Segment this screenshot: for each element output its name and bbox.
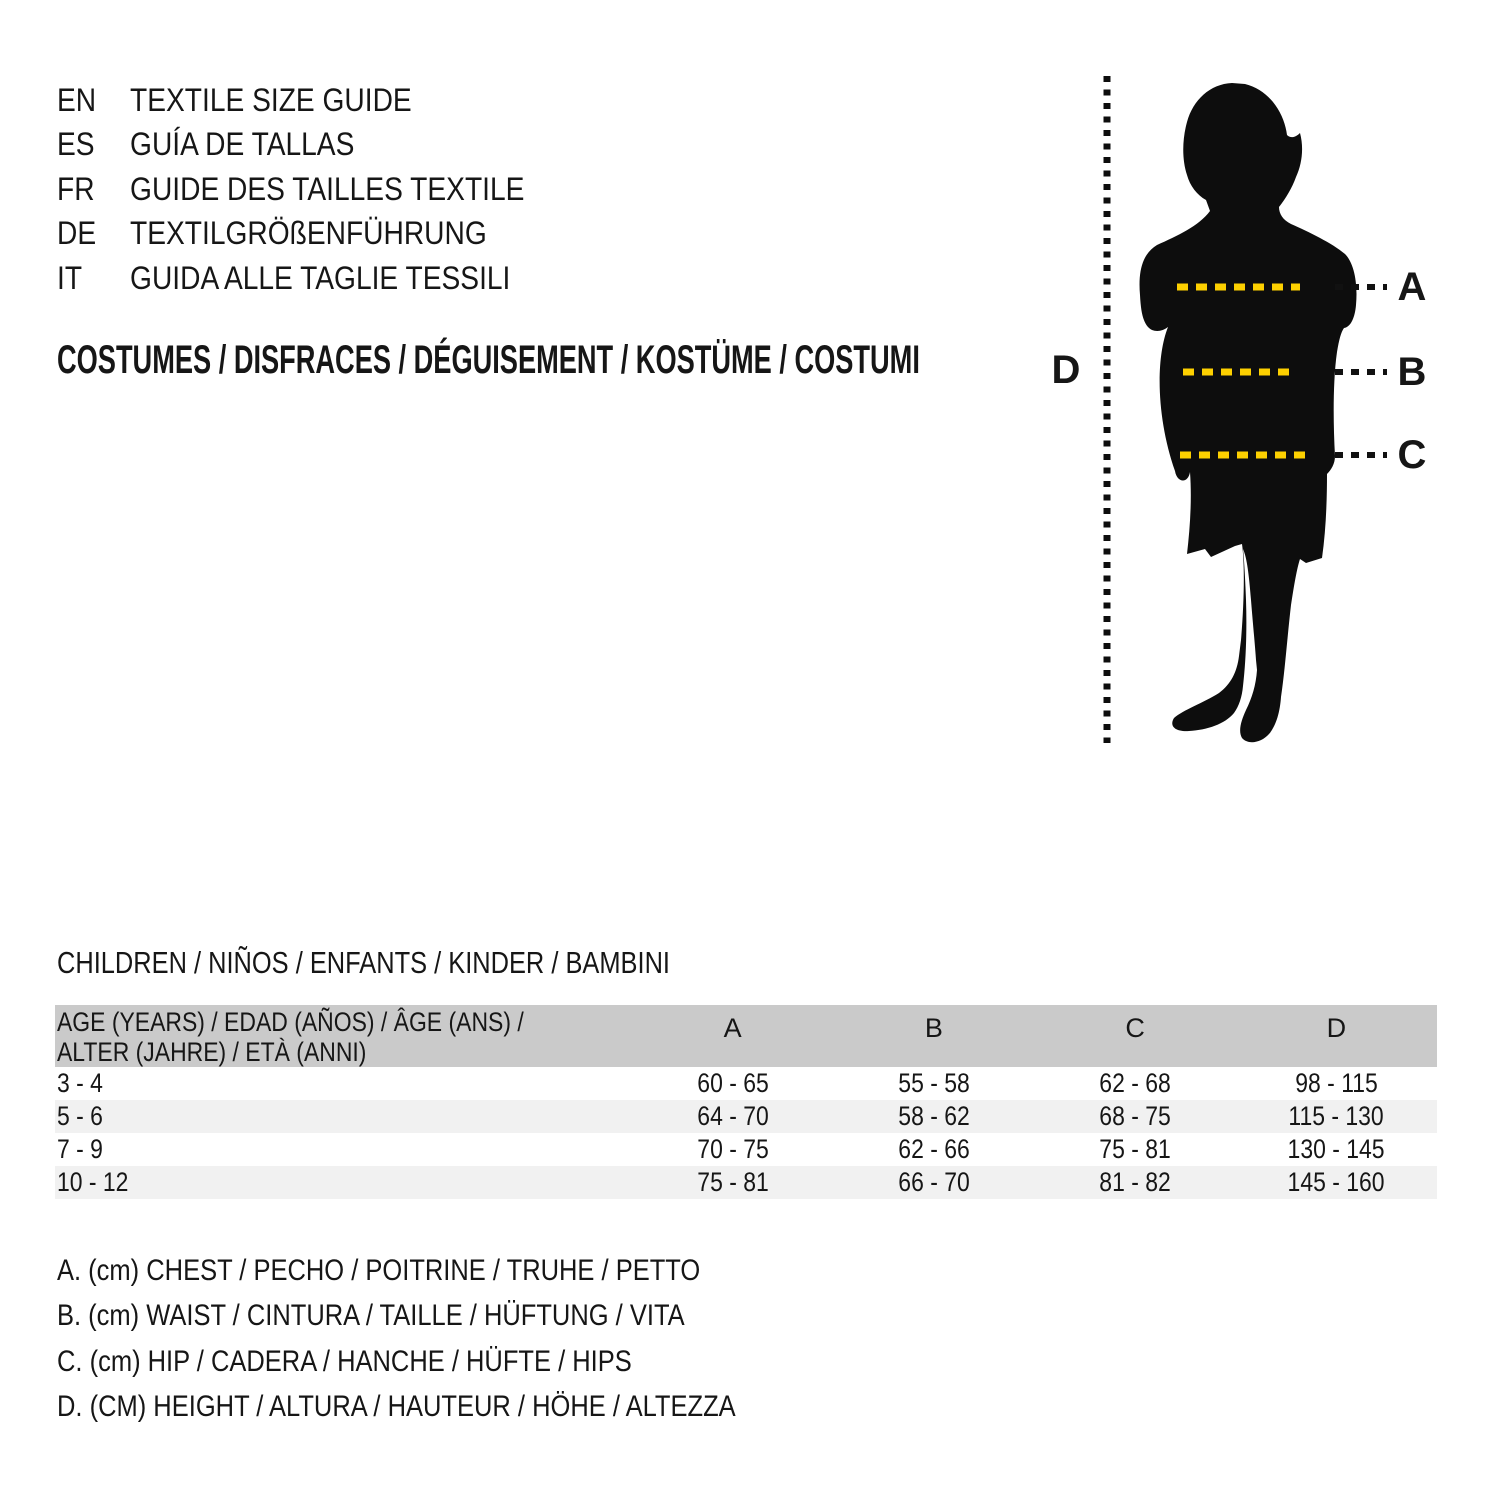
legend-hip: C. (cm) HIP / CADERA / HANCHE / HÜFTE / … — [57, 1344, 632, 1378]
language-title: TEXTILGRÖßENFÜHRUNG — [130, 215, 487, 252]
hip-label: C — [1397, 433, 1427, 477]
language-title: GUIDE DES TAILLES TEXTILE — [130, 170, 525, 207]
height-cell: 130 - 145 — [1287, 1134, 1385, 1164]
column-header-a: A — [723, 1013, 742, 1043]
hip-cell: 62 - 68 — [1099, 1068, 1171, 1098]
language-code: FR — [57, 170, 95, 207]
age-cell: 10 - 12 — [57, 1167, 129, 1197]
age-column-header: AGE (YEARS) / EDAD (AÑOS) / ÂGE (ANS) / … — [55, 1005, 632, 1067]
height-cell: 98 - 115 — [1295, 1068, 1378, 1098]
children-section-title: CHILDREN / NIÑOS / ENFANTS / KINDER / BA… — [57, 945, 671, 980]
age-cell: 7 - 9 — [57, 1134, 103, 1164]
language-row-fr: FR GUIDE DES TAILLES TEXTILE — [57, 167, 524, 212]
waist-cell: 62 - 66 — [898, 1134, 970, 1164]
hip-cell: 75 - 81 — [1099, 1134, 1171, 1164]
hip-cell: 81 - 82 — [1099, 1167, 1171, 1197]
height-label: D — [1051, 348, 1081, 392]
age-cell: 5 - 6 — [57, 1101, 103, 1131]
language-code: ES — [57, 126, 95, 163]
column-header-c: C — [1125, 1013, 1145, 1043]
chest-cell: 70 - 75 — [696, 1134, 769, 1164]
measurement-figure — [1103, 76, 1387, 743]
size-table: AGE (YEARS) / EDAD (AÑOS) / ÂGE (ANS) / … — [55, 1005, 1437, 1199]
language-list: EN TEXTILE SIZE GUIDE ES GUÍA DE TALLAS … — [57, 78, 524, 301]
category-title: COSTUMES / DISFRACES / DÉGUISEMENT / KOS… — [57, 338, 920, 382]
language-code: DE — [57, 215, 97, 252]
hip-cell: 68 - 75 — [1099, 1101, 1171, 1131]
language-title: GUIDA ALLE TAGLIE TESSILI — [130, 259, 511, 296]
language-code: EN — [57, 81, 97, 118]
legend-waist: B. (cm) WAIST / CINTURA / TAILLE / HÜFTU… — [57, 1299, 685, 1333]
language-title: TEXTILE SIZE GUIDE — [130, 81, 412, 118]
language-row-es: ES GUÍA DE TALLAS — [57, 123, 524, 168]
age-header-line1: AGE (YEARS) / EDAD (AÑOS) / ÂGE (ANS) / — [57, 1007, 524, 1037]
table-header-row: AGE (YEARS) / EDAD (AÑOS) / ÂGE (ANS) / … — [55, 1005, 1437, 1067]
height-cell: 145 - 160 — [1287, 1167, 1385, 1197]
chest-cell: 60 - 65 — [696, 1068, 769, 1098]
waist-cell: 66 - 70 — [898, 1167, 970, 1197]
column-header-d: D — [1326, 1013, 1347, 1043]
chest-label: A — [1397, 265, 1427, 309]
table-row: 5 - 6 64 - 70 58 - 62 68 - 75 115 - 130 — [55, 1100, 1437, 1133]
table-row: 7 - 9 70 - 75 62 - 66 75 - 81 130 - 145 — [55, 1133, 1437, 1166]
language-row-de: DE TEXTILGRÖßENFÜHRUNG — [57, 212, 524, 257]
height-cell: 115 - 130 — [1288, 1101, 1385, 1131]
waist-cell: 58 - 62 — [898, 1101, 970, 1131]
language-title: GUÍA DE TALLAS — [130, 126, 355, 163]
table-row: 3 - 4 60 - 65 55 - 58 62 - 68 98 - 115 — [55, 1067, 1437, 1100]
column-header-b: B — [924, 1013, 943, 1043]
age-header-line2: ALTER (JAHRE) / ETÀ (ANNI) — [57, 1036, 367, 1067]
waist-label: B — [1397, 350, 1427, 394]
language-code: IT — [57, 259, 83, 296]
table-row: 10 - 12 75 - 81 66 - 70 81 - 82 145 - 16… — [55, 1166, 1437, 1199]
age-cell: 3 - 4 — [57, 1068, 103, 1098]
language-row-it: IT GUIDA ALLE TAGLIE TESSILI — [57, 256, 524, 301]
waist-cell: 55 - 58 — [898, 1068, 970, 1098]
legend-chest: A. (cm) CHEST / PECHO / POITRINE / TRUHE… — [57, 1253, 701, 1287]
measurement-legend: A. (cm) CHEST / PECHO / POITRINE / TRUHE… — [57, 1248, 736, 1430]
chest-cell: 75 - 81 — [696, 1167, 769, 1197]
legend-height: D. (CM) HEIGHT / ALTURA / HAUTEUR / HÖHE… — [57, 1390, 736, 1424]
child-silhouette-icon — [1139, 83, 1357, 743]
chest-cell: 64 - 70 — [696, 1101, 769, 1131]
language-row-en: EN TEXTILE SIZE GUIDE — [57, 78, 524, 123]
